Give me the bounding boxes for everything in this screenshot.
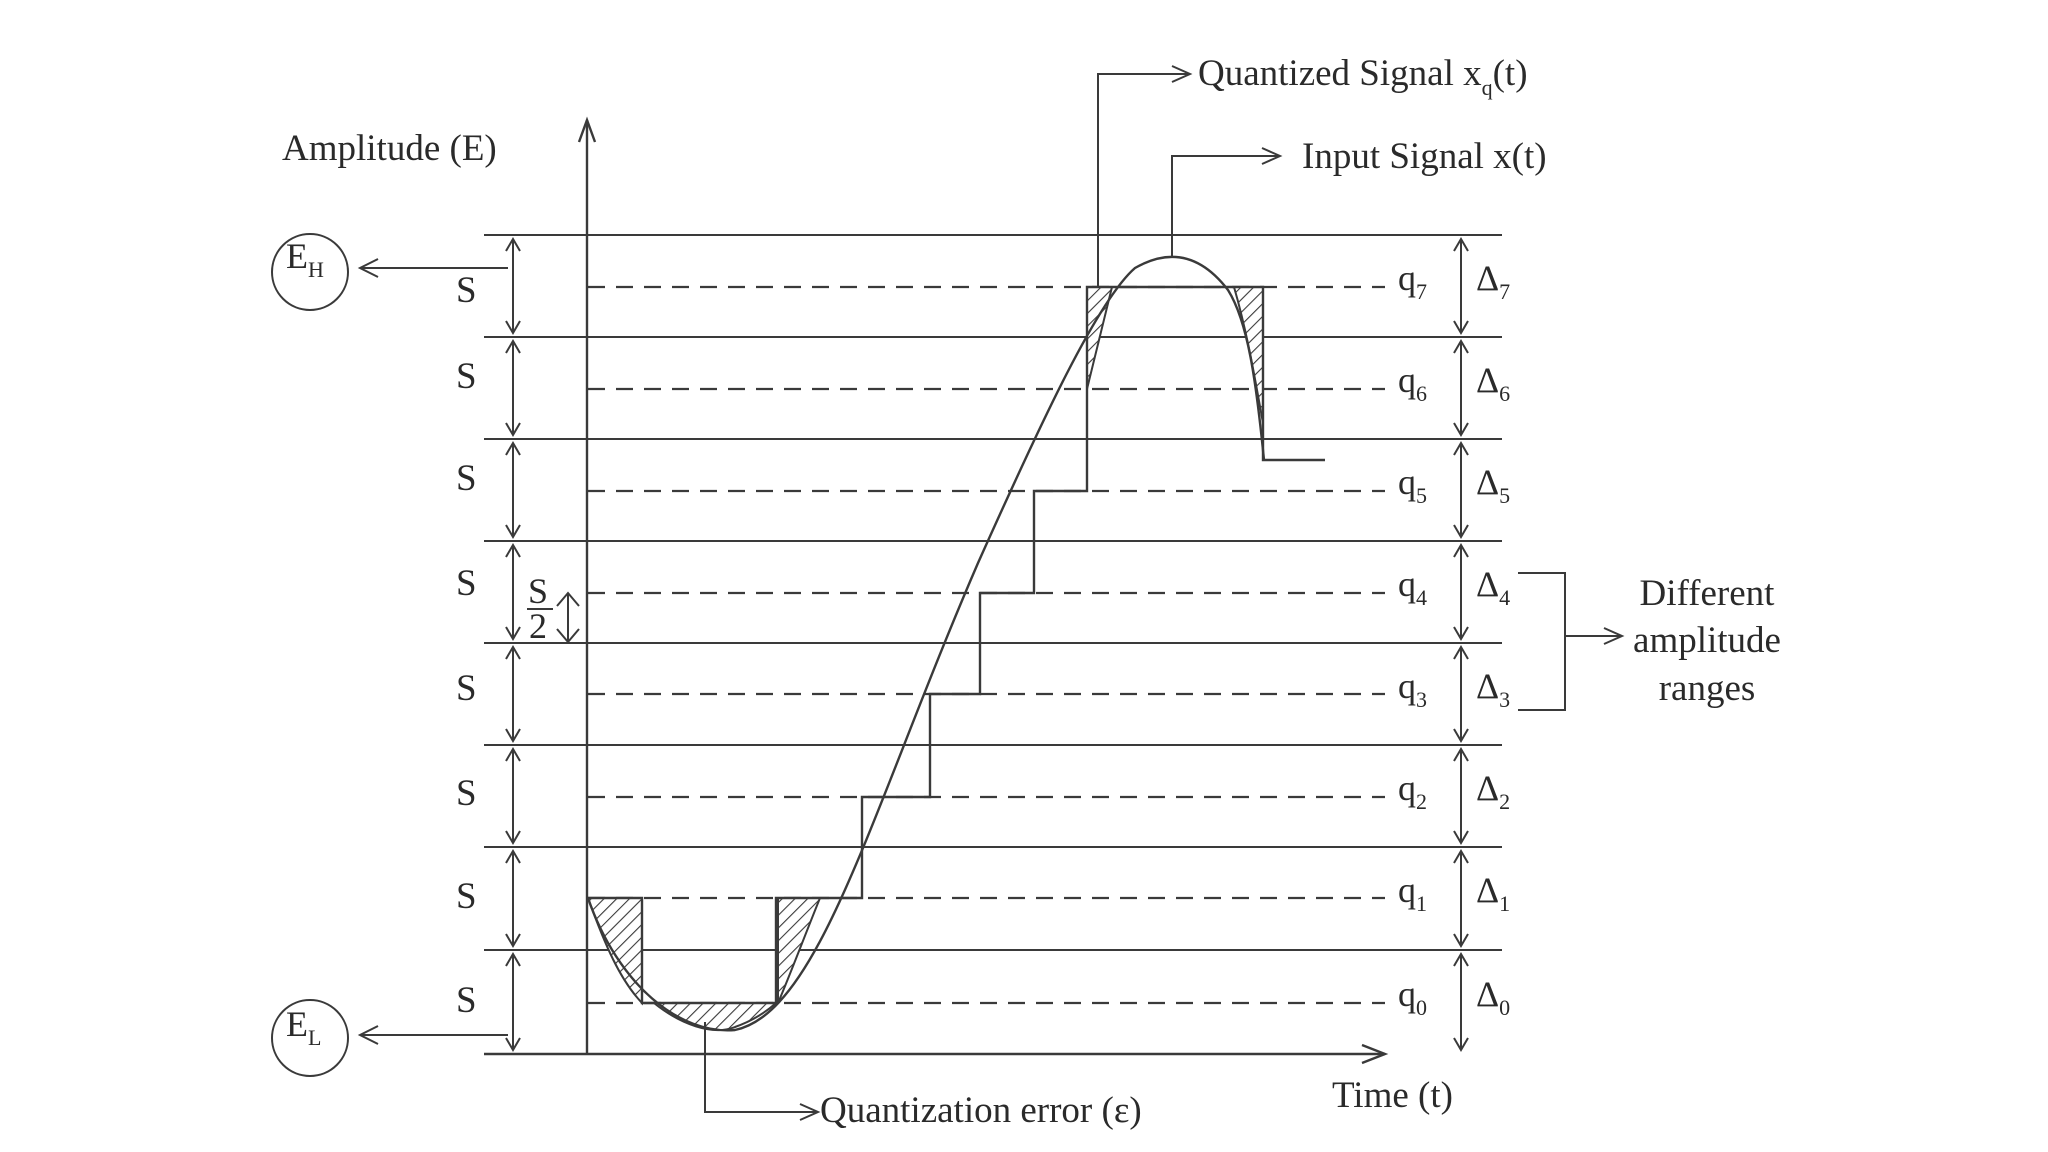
delta-range-label: Δ7 [1476,258,1510,304]
step-label: S [456,356,477,397]
step-label: S [456,458,477,499]
ranges-bracket [1518,572,1566,711]
quantization-error-leader [704,1022,818,1113]
delta-range-label: Δ1 [1476,870,1510,916]
amplitude-ranges-label: Different amplitude ranges [1633,573,1781,709]
q-level-label: q5 [1398,462,1427,508]
delta-range-label: Δ3 [1476,666,1510,712]
input-signal-label: Input Signal x(t) [1302,136,1547,177]
input-signal-curve [586,255,1266,1032]
q-level-label: q3 [1398,666,1427,712]
ranges-line: amplitude [1633,620,1781,661]
level-labels: q7 Δ7 q6 Δ6 q5 Δ5 q4 Δ4 q3 Δ3 q2 Δ2 q1 Δ… [1398,258,1510,1020]
quantization-error-regions [586,286,1264,1031]
q-level-label: q0 [1398,974,1427,1020]
y-axis-arrowhead [577,116,597,143]
ranges-line: Different [1640,573,1776,614]
quantization-error-label: Quantization error (ε) [820,1090,1142,1131]
axes [484,116,1389,1065]
quantized-signal-label: Quantized Signal xq(t) [1198,53,1528,100]
input-signal-leader [1171,155,1280,258]
low-limit-marker: EL [271,999,349,1077]
half-step-denominator: 2 [529,606,547,646]
step-label: S [456,876,477,917]
q-level-label: q1 [1398,870,1427,916]
high-limit-marker: EH [271,233,349,311]
level-boundary-lines [484,234,1502,951]
half-step-numerator: S [528,571,548,611]
step-label: S [456,773,477,814]
low-limit-label: EL [286,1004,321,1050]
delta-range-label: Δ6 [1476,360,1510,406]
range-arrows [1453,237,1469,1052]
delta-range-label: Δ4 [1476,564,1510,610]
step-label: S [456,270,477,311]
ranges-line: ranges [1659,668,1756,709]
delta-range-label: Δ2 [1476,768,1510,814]
quantization-level-lines [588,285,1385,1005]
step-label: S [456,668,477,709]
delta-range-label: Δ5 [1476,462,1510,508]
q-level-label: q2 [1398,768,1427,814]
high-limit-label: EH [286,236,324,282]
step-label: S [456,563,477,604]
quantized-signal-staircase [588,285,1325,1005]
step-size-arrows: S S S S S S S S [456,237,521,1052]
q-level-label: q7 [1398,258,1427,304]
x-axis-arrowhead [1361,1043,1389,1065]
x-axis-label: Time (t) [1332,1075,1453,1116]
annotation-leaders [357,65,1625,1121]
y-axis-label: Amplitude (E) [282,128,497,169]
half-step-marker: S 2 [527,571,580,646]
step-label: S [456,980,477,1021]
q-level-label: q4 [1398,564,1427,610]
quantized-signal-leader [1097,73,1190,287]
q-level-label: q6 [1398,360,1427,406]
delta-range-label: Δ0 [1476,974,1510,1020]
